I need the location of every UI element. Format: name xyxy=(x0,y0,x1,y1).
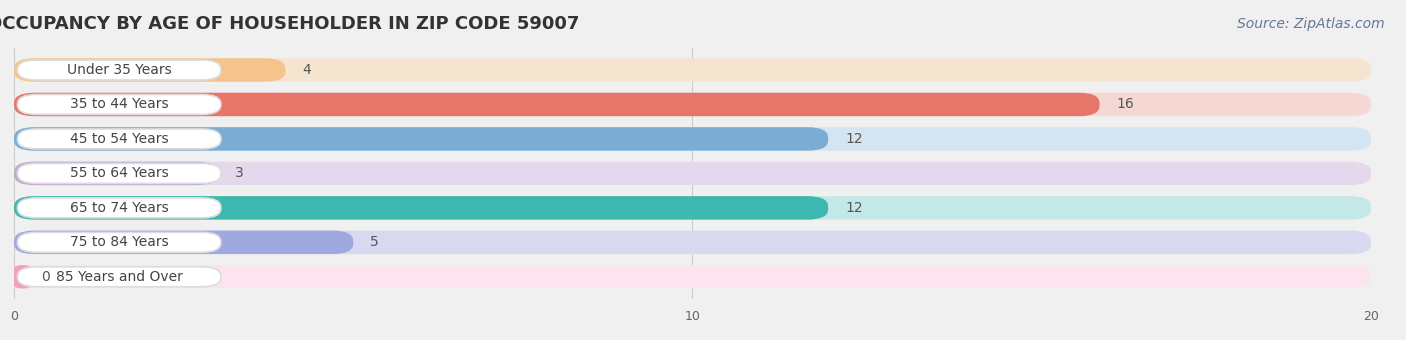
FancyBboxPatch shape xyxy=(14,127,828,151)
FancyBboxPatch shape xyxy=(17,164,221,183)
Text: 35 to 44 Years: 35 to 44 Years xyxy=(70,98,169,112)
FancyBboxPatch shape xyxy=(17,198,221,218)
Text: 16: 16 xyxy=(1116,98,1135,112)
FancyBboxPatch shape xyxy=(14,93,1371,116)
Text: 12: 12 xyxy=(845,132,863,146)
Text: Under 35 Years: Under 35 Years xyxy=(67,63,172,77)
Text: 45 to 54 Years: 45 to 54 Years xyxy=(70,132,169,146)
FancyBboxPatch shape xyxy=(14,231,353,254)
FancyBboxPatch shape xyxy=(14,265,1371,289)
FancyBboxPatch shape xyxy=(17,95,221,115)
FancyBboxPatch shape xyxy=(14,58,1371,82)
Text: Source: ZipAtlas.com: Source: ZipAtlas.com xyxy=(1237,17,1385,31)
Text: 75 to 84 Years: 75 to 84 Years xyxy=(70,235,169,249)
Text: 55 to 64 Years: 55 to 64 Years xyxy=(70,166,169,181)
Text: OCCUPANCY BY AGE OF HOUSEHOLDER IN ZIP CODE 59007: OCCUPANCY BY AGE OF HOUSEHOLDER IN ZIP C… xyxy=(0,15,579,33)
FancyBboxPatch shape xyxy=(14,196,1371,220)
FancyBboxPatch shape xyxy=(14,231,1371,254)
FancyBboxPatch shape xyxy=(14,127,1371,151)
FancyBboxPatch shape xyxy=(17,232,221,252)
FancyBboxPatch shape xyxy=(14,162,1371,185)
FancyBboxPatch shape xyxy=(14,265,31,289)
Text: 0: 0 xyxy=(41,270,51,284)
Text: 4: 4 xyxy=(302,63,311,77)
FancyBboxPatch shape xyxy=(14,58,285,82)
Text: 85 Years and Over: 85 Years and Over xyxy=(56,270,183,284)
FancyBboxPatch shape xyxy=(14,162,218,185)
Text: 12: 12 xyxy=(845,201,863,215)
FancyBboxPatch shape xyxy=(14,196,828,220)
FancyBboxPatch shape xyxy=(17,129,221,149)
FancyBboxPatch shape xyxy=(17,267,221,287)
FancyBboxPatch shape xyxy=(14,93,1099,116)
Text: 65 to 74 Years: 65 to 74 Years xyxy=(70,201,169,215)
Text: 5: 5 xyxy=(370,235,380,249)
FancyBboxPatch shape xyxy=(17,60,221,80)
Text: 3: 3 xyxy=(235,166,243,181)
